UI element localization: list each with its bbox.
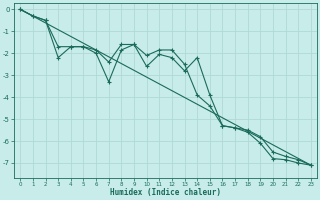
X-axis label: Humidex (Indice chaleur): Humidex (Indice chaleur) [110,188,221,197]
